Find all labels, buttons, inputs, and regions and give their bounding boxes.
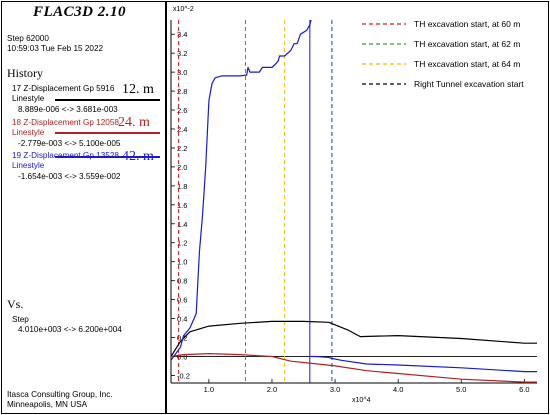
y-tick-label: 0.8: [177, 277, 187, 286]
legend-label: Right Tunnel excavation start: [414, 79, 524, 89]
datetime-label: 10:59:03 Tue Feb 15 2022: [7, 44, 104, 53]
history-entry-range: -2.779e-003 <-> 5.100e-005: [18, 139, 121, 148]
y-tick-label: 2.4: [177, 125, 187, 134]
x-tick-label: 5.0: [456, 385, 466, 394]
y-tick-label: 3.4: [177, 30, 187, 39]
series-line: [170, 353, 537, 383]
step-label: Step 62000: [7, 34, 49, 43]
y-tick-label: 0.4: [177, 315, 187, 324]
y-tick-label: 1.0: [177, 258, 187, 267]
app-title: FLAC3D 2.10: [33, 4, 127, 20]
history-entry-linestyle: Linestyle: [12, 128, 45, 137]
history-entry-label: 18 Z-Displacement Gp 12058: [12, 118, 119, 127]
y-tick-label: 2.6: [177, 106, 187, 115]
vs-item: Step: [12, 315, 29, 324]
y-tick-label: 0.2: [177, 334, 187, 343]
legend-box: [356, 15, 540, 101]
location-label: Minneapolis, MN USA: [7, 400, 88, 409]
chart-series: [170, 19, 537, 383]
x-tick-label: 1.0: [204, 385, 214, 394]
series-line: [311, 355, 537, 373]
y-tick-label: 1.8: [177, 182, 187, 191]
vs-title: Vs.: [7, 297, 24, 311]
y-tick-label: 1.4: [177, 220, 187, 229]
y-tick-label: 0.0: [177, 352, 187, 361]
x-multiplier-label: x10^4: [352, 397, 371, 404]
series-line: [170, 19, 312, 361]
history-entry-linestyle-swatch: [55, 99, 160, 101]
y-tick-label: 2.0: [177, 163, 187, 172]
y-tick-label: 1.2: [177, 239, 187, 248]
legend-label: TH excavation start, at 60 m: [414, 19, 520, 29]
y-multiplier-label: x10^-2: [173, 6, 194, 13]
panel-divider: [165, 1, 167, 414]
y-tick-label: 0.6: [177, 296, 187, 305]
history-entry-value-label: 42. m: [122, 149, 154, 164]
history-entry-linestyle: Linestyle: [12, 161, 45, 170]
y-tick-label: 3.0: [177, 68, 187, 77]
y-tick-label: 1.6: [177, 201, 187, 210]
history-entry-range: -1.654e-003 <-> 3.559e-002: [18, 172, 121, 181]
x-tick-label: 6.0: [519, 385, 529, 394]
series-line: [170, 320, 537, 357]
chart-legend: TH excavation start, at 60 m TH excavatio…: [356, 15, 540, 101]
vs-range: 4.010e+003 <-> 6.200e+004: [18, 325, 122, 334]
history-entry-linestyle-swatch: [55, 132, 160, 134]
history-entry-linestyle: Linestyle: [12, 94, 45, 103]
history-entry-label: 17 Z-Displacement Gp 5916: [12, 84, 115, 93]
y-tick-label: 2.2: [177, 144, 187, 153]
history-entry-label: 19 Z-Displacement Gp 13528: [12, 151, 119, 160]
y-tick-label: 3.2: [177, 49, 187, 58]
x-tick-label: 4.0: [393, 385, 403, 394]
history-title: History: [7, 66, 43, 80]
history-entry-value-label: 24. m: [118, 115, 150, 130]
y-tick-label: -0.2: [177, 371, 190, 380]
company-label: Itasca Consulting Group, Inc.: [7, 390, 113, 399]
legend-label: TH excavation start, at 62 m: [414, 39, 520, 49]
history-entry-value-label: 12. m: [122, 82, 154, 97]
history-entry-linestyle-swatch: [55, 156, 160, 158]
legend-label: TH excavation start, at 64 m: [414, 59, 520, 69]
x-tick-label: 3.0: [330, 385, 340, 394]
x-tick-label: 2.0: [267, 385, 277, 394]
y-tick-label: 2.8: [177, 87, 187, 96]
history-entry-range: 8.889e-006 <-> 3.681e-003: [18, 105, 118, 114]
